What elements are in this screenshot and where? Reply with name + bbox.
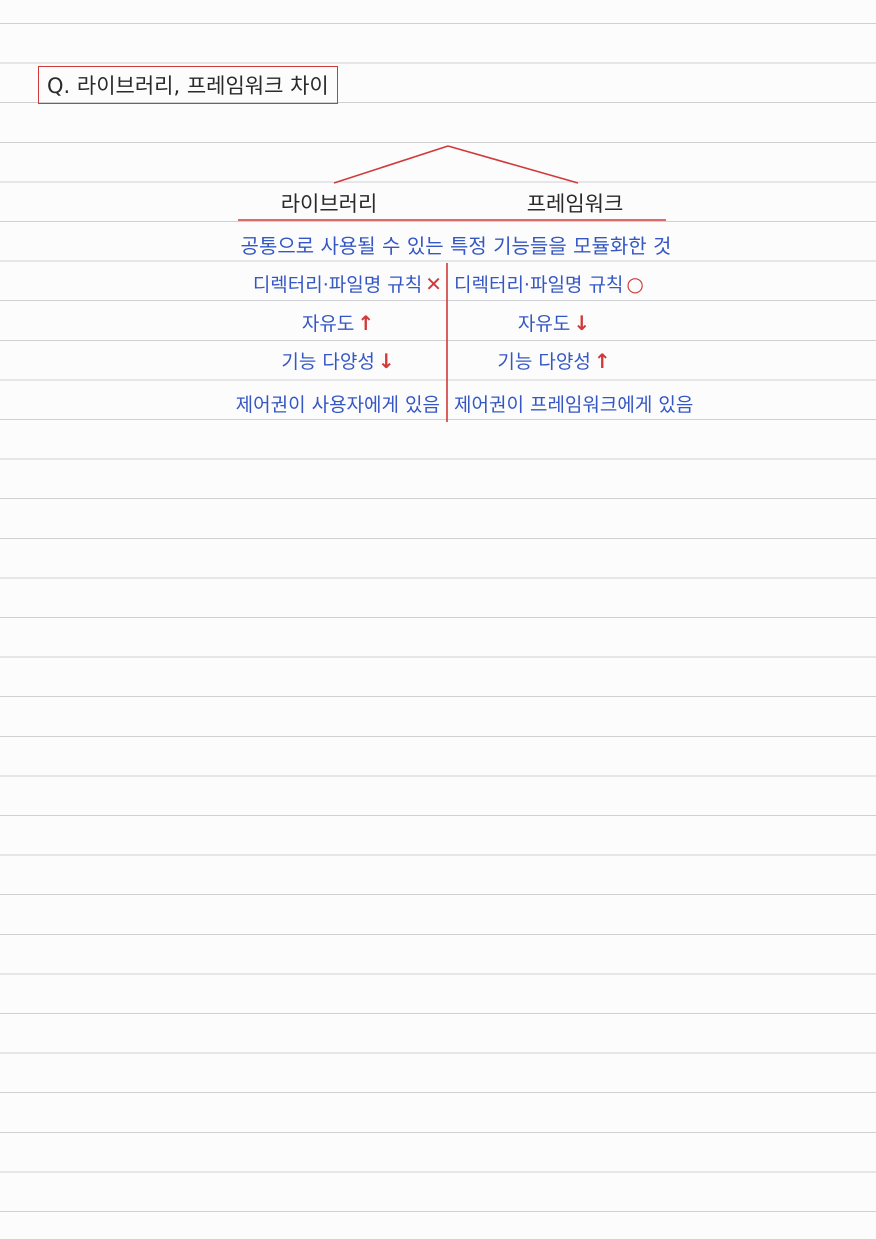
library-freedom-text: 자유도 [301, 313, 355, 335]
framework-freedom: 자유도 ↓ [454, 309, 654, 336]
common-definition: 공통으로 사용될 수 있는 특정 기능들을 모듈화한 것 [240, 234, 672, 258]
framework-freedom-text: 자유도 [517, 313, 571, 335]
framework-feature-variety-text: 기능 다양성 [497, 351, 591, 373]
library-control-text: 제어권이 사용자에게 있음 [235, 394, 440, 416]
framework-directory-rule: 디렉터리·파일명 규칙 ○ [454, 270, 674, 297]
framework-directory-rule-text: 디렉터리·파일명 규칙 [454, 274, 624, 296]
question-title: Q. 라이브러리, 프레임워크 차이 [47, 74, 329, 98]
arrow-up-icon: ↑ [357, 311, 375, 335]
library-directory-rule-text: 디렉터리·파일명 규칙 [252, 274, 423, 296]
library-feature-variety-text: 기능 다양성 [281, 351, 375, 373]
question-box: Q. 라이브러리, 프레임워크 차이 [38, 66, 338, 104]
column-header-library: 라이브러리 [280, 192, 378, 216]
column-header-framework: 프레임워크 [526, 192, 624, 216]
library-directory-rule: 디렉터리·파일명 규칙 ✕ [238, 270, 442, 297]
framework-control-text: 제어권이 프레임워크에게 있음 [454, 394, 694, 416]
library-freedom: 자유도 ↑ [238, 309, 438, 336]
library-control: 제어권이 사용자에게 있음 [200, 390, 440, 417]
cross-mark-icon: ✕ [425, 272, 442, 296]
library-feature-variety: 기능 다양성 ↓ [238, 347, 438, 374]
branch-line-left [333, 145, 449, 184]
arrow-down-icon: ↓ [377, 349, 395, 373]
arrow-up-icon: ↑ [593, 349, 611, 373]
arrow-down-icon: ↓ [573, 311, 591, 335]
framework-control: 제어권이 프레임워크에게 있음 [454, 390, 714, 417]
branch-line-right [447, 145, 579, 184]
framework-feature-variety: 기능 다양성 ↑ [454, 347, 654, 374]
circle-mark-icon: ○ [626, 272, 644, 296]
